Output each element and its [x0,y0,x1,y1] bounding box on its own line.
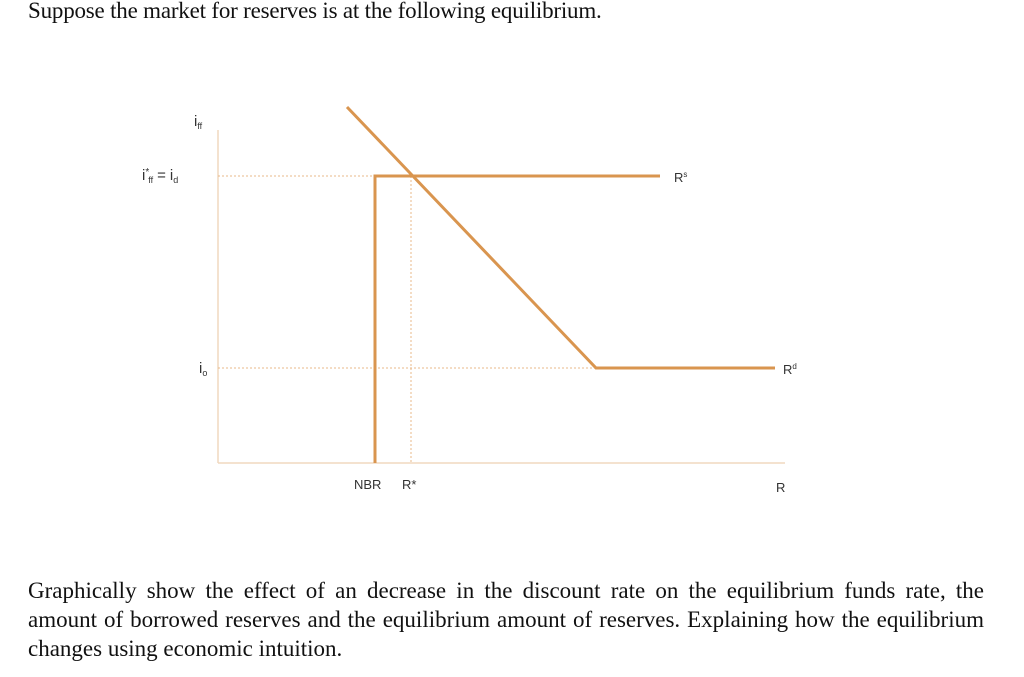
demand-curve [345,105,775,370]
demand-curve-label: Rd [783,362,797,377]
equilibrium-rate-label: i*ff = id [142,167,178,185]
x-axis-label: R [776,480,785,495]
supply-curve [373,174,660,463]
x-tick-nbr: NBR [354,477,381,492]
y-axis-label: iff [194,113,203,131]
supply-curve-label: Rs [674,170,687,185]
question-prompt: Graphically show the effect of an decrea… [28,578,984,661]
x-tick-r-star: R* [402,477,416,492]
floor-rate-label: io [199,360,207,378]
question-intro: Suppose the market for reserves is at th… [28,0,602,23]
